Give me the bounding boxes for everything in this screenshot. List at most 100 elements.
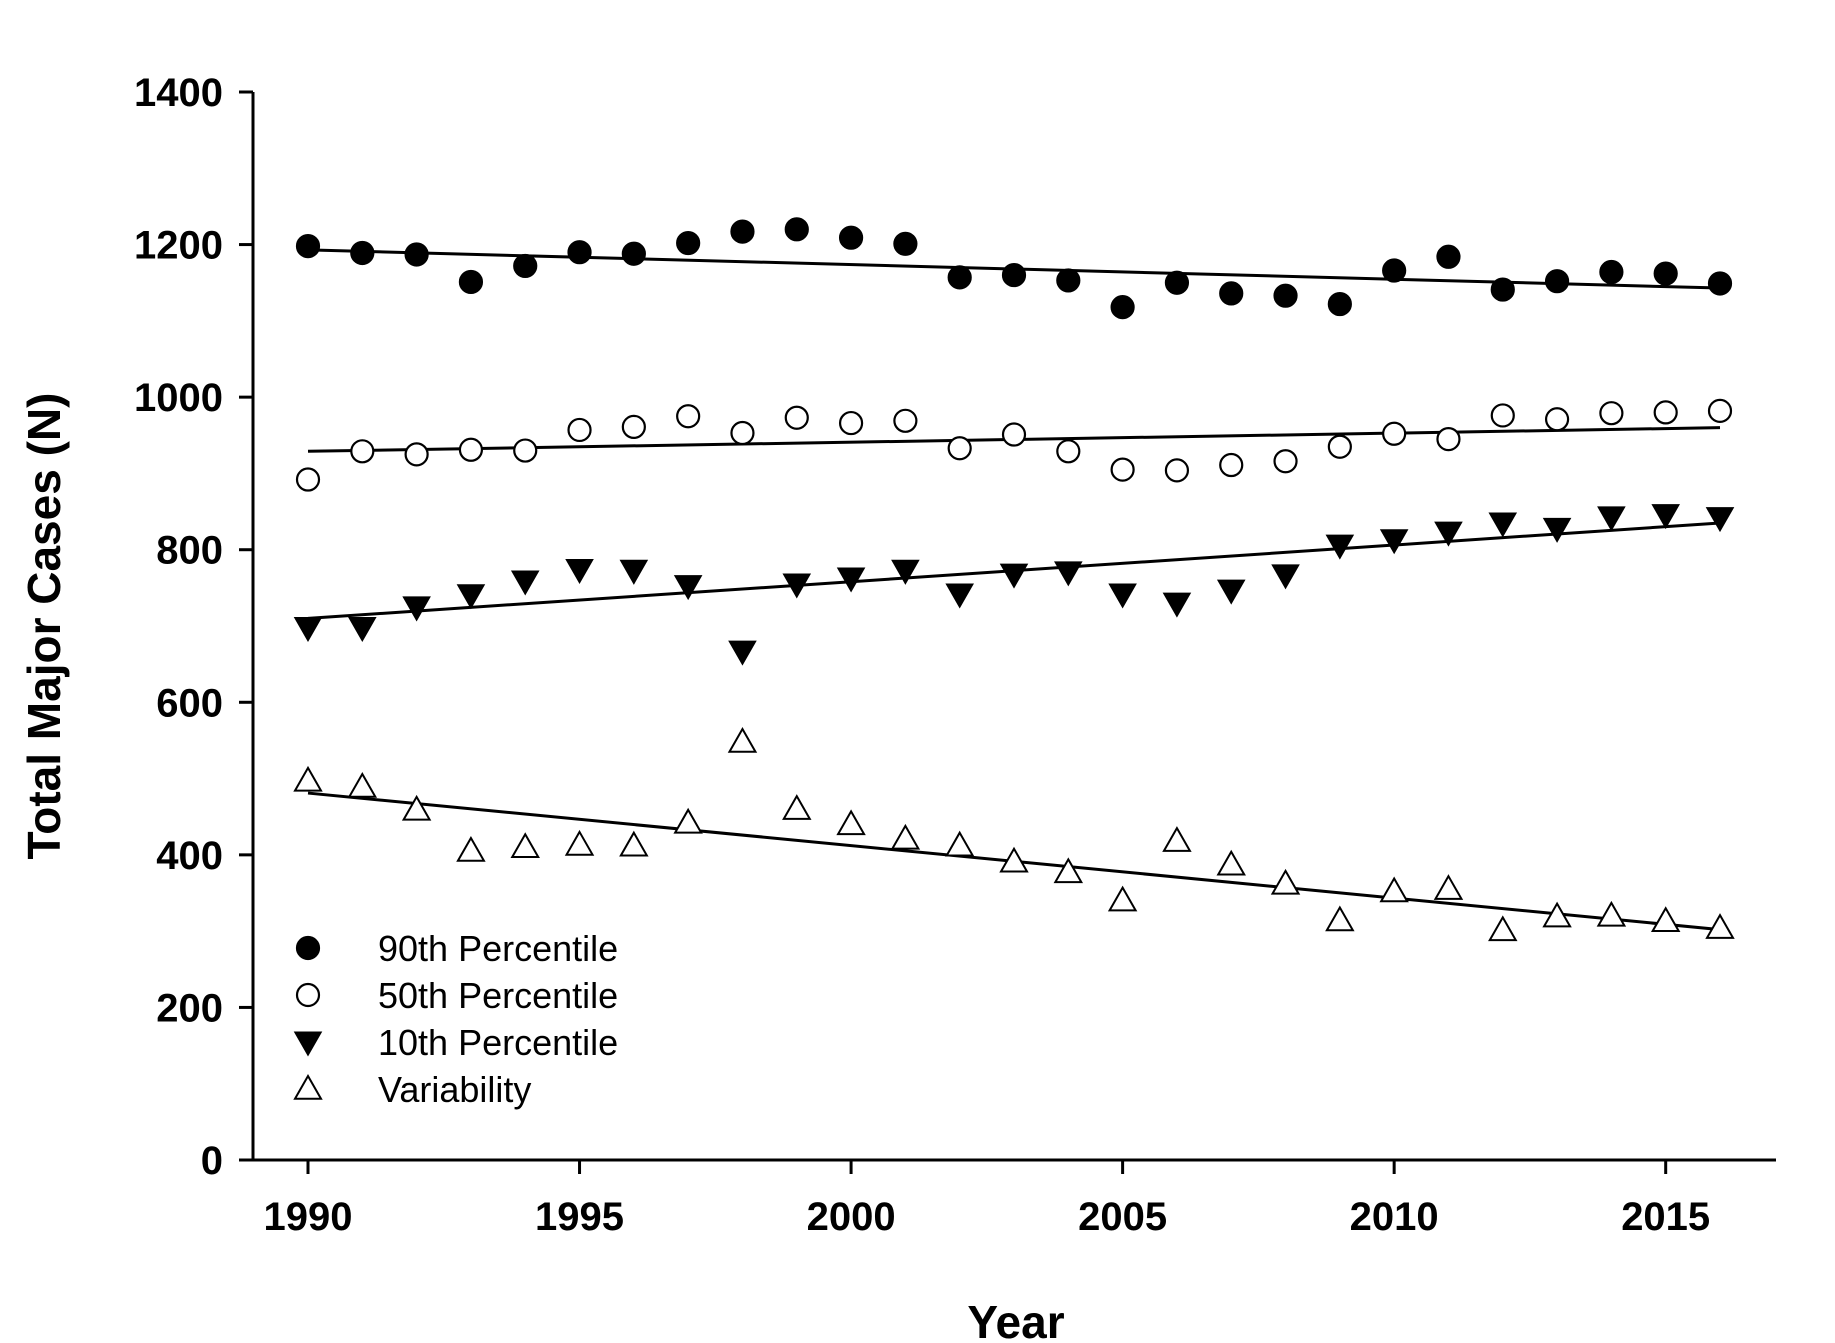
data-point	[1542, 901, 1572, 928]
data-point	[1219, 281, 1244, 306]
data-point	[1433, 874, 1464, 900]
data-point	[1379, 529, 1409, 555]
data-point	[784, 217, 809, 242]
data-point	[350, 439, 375, 464]
data-point	[673, 575, 703, 601]
data-point	[1110, 295, 1135, 320]
data-point	[730, 219, 755, 244]
data-point	[1327, 434, 1352, 459]
data-point	[1436, 427, 1461, 452]
data-point	[1599, 259, 1624, 285]
data-point	[1056, 268, 1081, 293]
x-tick-label: 2005	[1078, 1195, 1167, 1239]
data-point	[730, 420, 755, 446]
data-point	[1379, 876, 1409, 903]
data-point	[1162, 592, 1192, 618]
data-point	[510, 832, 540, 858]
series-points	[293, 504, 1735, 666]
data-point	[944, 830, 975, 857]
data-point	[1544, 407, 1570, 432]
data-point	[564, 829, 595, 856]
data-point	[293, 617, 323, 643]
legend-marker	[293, 1073, 323, 1100]
data-point	[676, 404, 701, 429]
data-point	[893, 231, 918, 256]
data-point	[1436, 244, 1461, 269]
y-tick-label: 600	[156, 681, 223, 725]
data-point	[782, 794, 812, 820]
data-point	[1707, 271, 1733, 296]
x-tick-label: 1995	[535, 1195, 624, 1239]
data-point	[1382, 421, 1407, 446]
data-point	[565, 559, 594, 585]
data-point	[999, 563, 1029, 589]
data-point	[1164, 458, 1190, 483]
data-point	[673, 807, 703, 834]
y-tick-label: 1200	[134, 224, 223, 268]
data-point	[1056, 439, 1081, 464]
data-point	[836, 567, 866, 593]
data-point	[567, 240, 592, 265]
data-point	[348, 617, 377, 643]
y-tick-label: 400	[156, 834, 223, 878]
data-point	[1107, 885, 1138, 912]
y-ticks: 0 200 400 600 800 1000 1200 1400	[134, 71, 253, 1183]
data-point	[1653, 261, 1678, 286]
data-point	[621, 241, 646, 266]
data-point	[1273, 449, 1298, 474]
y-tick-label: 0	[201, 1139, 223, 1183]
data-point	[619, 830, 649, 857]
data-point	[1596, 900, 1627, 927]
data-point	[1653, 400, 1678, 425]
data-point	[1488, 512, 1518, 538]
y-axis-title: Total Major Cases (N)	[18, 393, 70, 860]
data-point	[1705, 507, 1735, 533]
data-point	[350, 240, 375, 266]
data-point	[782, 573, 812, 599]
data-point	[891, 559, 920, 585]
data-point	[456, 584, 486, 610]
data-point	[1597, 506, 1626, 532]
data-point	[1108, 583, 1137, 609]
data-point	[676, 230, 701, 256]
data-point	[1270, 868, 1301, 895]
data-point	[1001, 262, 1027, 288]
data-point	[947, 265, 972, 290]
data-point	[727, 726, 758, 753]
y-tick-label: 200	[156, 986, 223, 1030]
data-point	[1164, 270, 1190, 295]
data-point	[513, 253, 538, 279]
data-point	[1053, 857, 1084, 884]
legend-marker	[295, 982, 321, 1008]
series-points	[295, 217, 1733, 320]
data-point	[1599, 401, 1624, 426]
data-point	[947, 436, 972, 461]
data-point	[890, 823, 921, 850]
data-point	[838, 225, 864, 250]
y-tick-label: 1400	[134, 71, 223, 115]
data-point	[1651, 504, 1680, 530]
data-point	[1490, 277, 1515, 302]
data-point	[1216, 579, 1246, 605]
data-point	[1434, 521, 1463, 547]
x-tick-label: 2000	[807, 1195, 896, 1239]
data-point	[1054, 561, 1083, 587]
axes	[251, 92, 1776, 1162]
data-point	[404, 442, 429, 467]
data-point	[295, 467, 321, 492]
data-point	[1542, 517, 1572, 543]
data-point	[458, 437, 484, 462]
data-point	[513, 438, 538, 463]
x-tick-label: 1990	[264, 1195, 353, 1239]
y-tick-label: 1000	[134, 376, 223, 420]
data-point	[1271, 564, 1300, 590]
y-tick-label: 800	[156, 529, 223, 573]
data-point	[784, 405, 809, 430]
data-point	[402, 596, 431, 622]
data-point	[404, 242, 429, 267]
x-ticks: 1990 1995 2000 2005 2010 2015	[264, 1160, 1710, 1239]
data-point	[1216, 849, 1246, 876]
x-axis-title: Year	[967, 1296, 1064, 1343]
legend-marker	[295, 935, 321, 961]
